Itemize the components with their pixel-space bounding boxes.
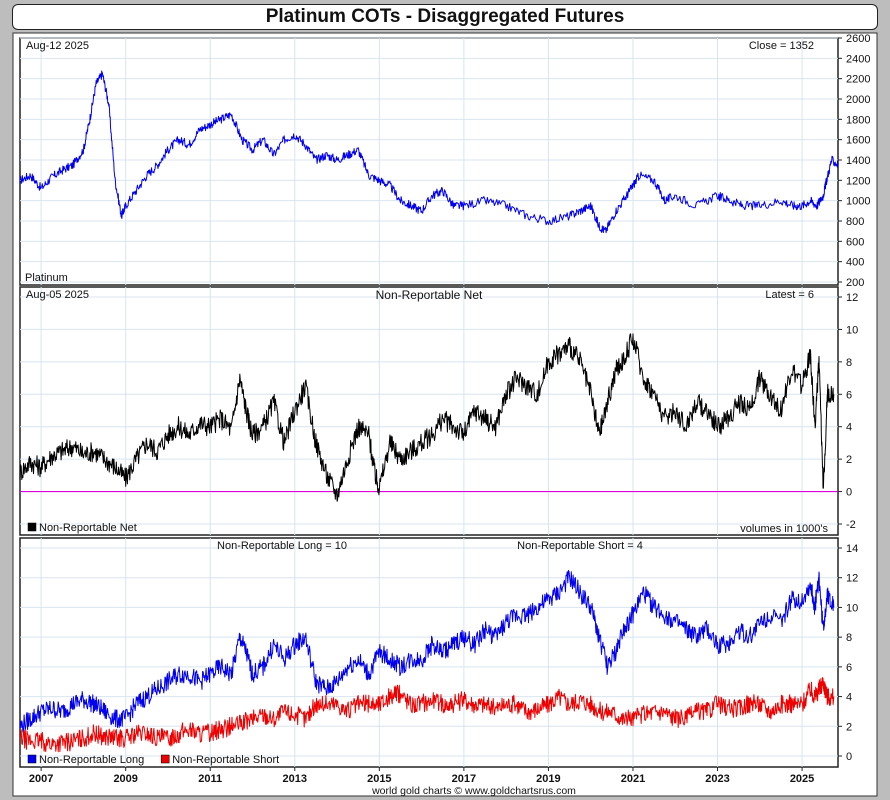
y-tick-label: 2000 <box>846 94 870 106</box>
x-tick-label: 2017 <box>452 773 476 785</box>
y-tick-label: 12 <box>846 573 858 585</box>
legend-swatch <box>27 754 37 764</box>
x-tick-label: 2013 <box>283 773 307 785</box>
y-tick-label: 400 <box>846 257 864 269</box>
panel-corner-label: Latest = 6 <box>765 289 814 301</box>
panel-corner-label: Close = 1352 <box>749 40 814 52</box>
y-tick-label: 800 <box>846 216 864 228</box>
panel-date-label: Aug-12 2025 <box>26 40 89 52</box>
y-tick-label: 12 <box>846 292 858 304</box>
x-tick-label: 2021 <box>621 773 645 785</box>
y-tick-label: 0 <box>846 751 852 763</box>
y-tick-label: 2 <box>846 721 852 733</box>
y-tick-label: 1600 <box>846 135 870 147</box>
y-tick-label: 2400 <box>846 53 870 65</box>
x-tick-label: 2009 <box>113 773 137 785</box>
y-tick-label: 0 <box>846 487 852 499</box>
y-tick-label: 4 <box>846 422 852 434</box>
y-tick-label: 1000 <box>846 196 870 208</box>
series-line-non-reportable-short <box>19 677 835 753</box>
legend-label: Non-Reportable Net <box>39 522 137 534</box>
legend-label: Non-Reportable Short <box>172 754 279 766</box>
series-line-non-reportable-long <box>19 569 835 733</box>
y-tick-label: 2200 <box>846 74 870 86</box>
y-tick-label: 2 <box>846 454 852 466</box>
x-tick-label: 2023 <box>705 773 729 785</box>
y-tick-label: 8 <box>846 357 852 369</box>
x-tick-label: 2015 <box>367 773 391 785</box>
short-latest-label: Non-Reportable Short = 4 <box>517 540 643 552</box>
panel-border <box>19 286 839 536</box>
y-tick-label: 6 <box>846 662 852 674</box>
y-tick-label: 600 <box>846 236 864 248</box>
y-tick-label: 1200 <box>846 175 870 187</box>
x-tick-label: 2007 <box>29 773 53 785</box>
panel-net: -2 0 2 4 6 8 10 12 Aug-05 2025 Latest = 6 Non-Repo… <box>19 286 858 536</box>
y-tick-label: 6 <box>846 389 852 401</box>
y-tick-label: 1800 <box>846 114 870 126</box>
chart-title: Platinum COTs - Disaggregated Futures <box>12 4 878 30</box>
y-tick-label: 1400 <box>846 155 870 167</box>
x-tick-label: 2019 <box>536 773 560 785</box>
x-tick-label: 2025 <box>790 773 814 785</box>
x-tick-label: 2011 <box>198 773 222 785</box>
footer-credit: world gold charts © www.goldchartsrus.co… <box>371 785 576 797</box>
panel-title: Non-Reportable Net <box>376 288 483 302</box>
y-tick-label: 200 <box>846 277 864 289</box>
y-tick-label: 10 <box>846 324 858 336</box>
y-tick-label: 14 <box>846 543 858 555</box>
y-tick-label: 10 <box>846 602 858 614</box>
y-tick-label: 4 <box>846 692 852 704</box>
series-line-non-reportable-net <box>19 333 835 502</box>
legend-swatch <box>160 754 170 764</box>
y-tick-label: 2600 <box>846 33 870 45</box>
units-label: volumes in 1000's <box>740 523 828 535</box>
panel-date-label: Aug-05 2025 <box>26 289 89 301</box>
panel-series-label: Platinum <box>25 272 68 284</box>
legend-swatch <box>27 522 37 532</box>
y-tick-label: -2 <box>846 519 856 531</box>
y-tick-label: 8 <box>846 632 852 644</box>
series-line-platinum <box>19 70 839 234</box>
panel-border <box>19 37 839 286</box>
panel-long_short: 0 2 4 6 8 10 12 14 Non-Reportable Long = 10 Non-R… <box>19 537 858 768</box>
panel-price: 200 400 600 800 1000 1200 1400 1600 1800 2000 2200… <box>19 33 870 289</box>
legend-label: Non-Reportable Long <box>39 754 144 766</box>
long-latest-label: Non-Reportable Long = 10 <box>217 540 347 552</box>
